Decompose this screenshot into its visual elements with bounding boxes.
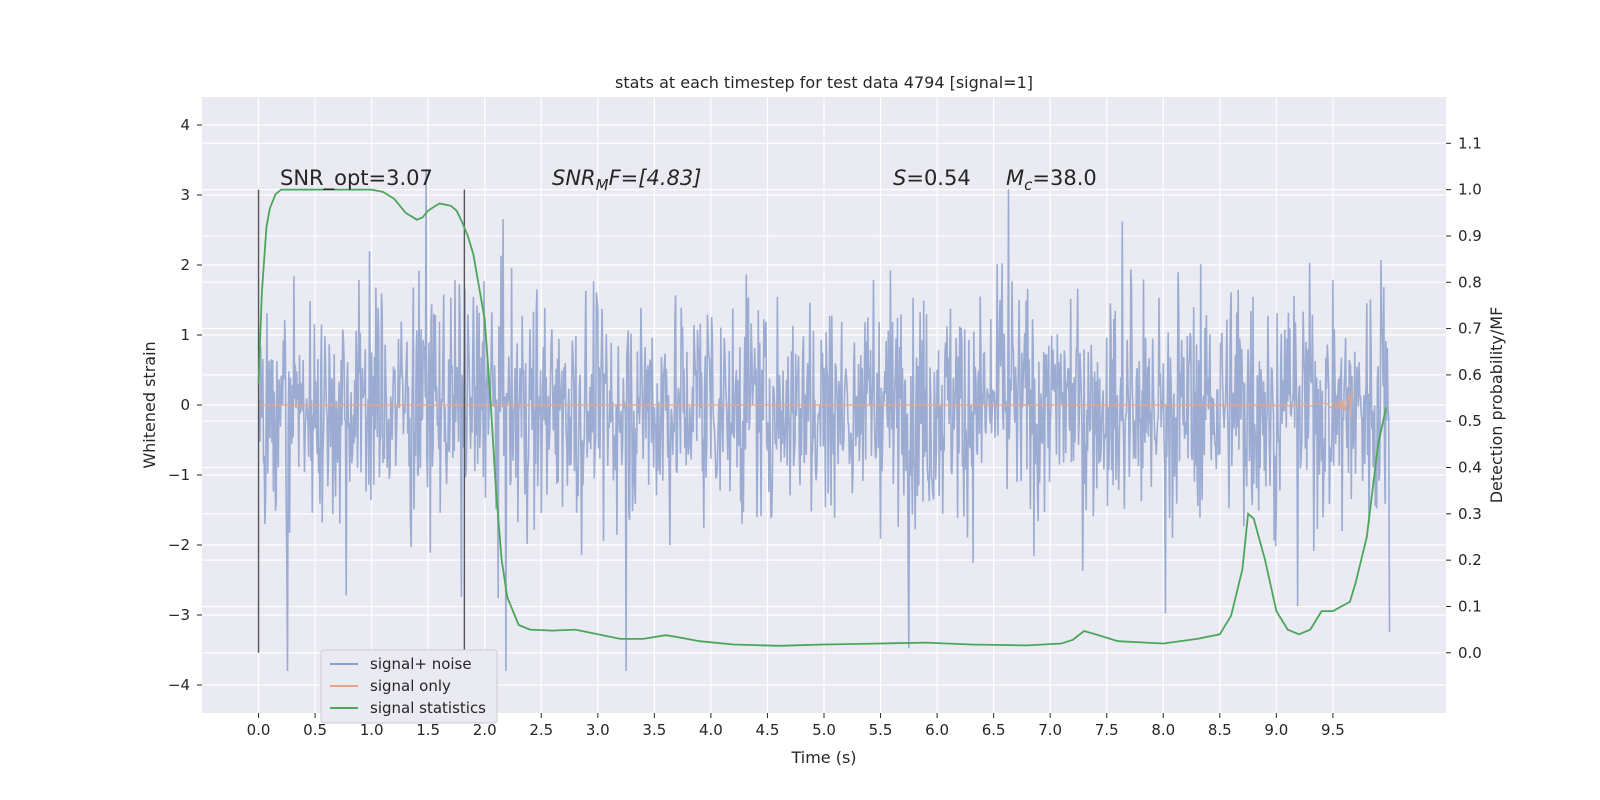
y-tick-label: 4	[180, 116, 190, 134]
y-tick-label: −1	[168, 466, 190, 484]
x-tick-label: 7.0	[1038, 721, 1062, 739]
y2-tick-label: 0.5	[1458, 412, 1482, 430]
y2-tick-label: 0.2	[1458, 551, 1482, 569]
legend-label-signal-only: signal only	[370, 677, 451, 695]
x-tick-label: 1.5	[416, 721, 440, 739]
x-tick-label: 6.5	[982, 721, 1006, 739]
y2-tick-label: 0.4	[1458, 459, 1482, 477]
y-tick-label: −4	[168, 676, 190, 694]
mc-var: M	[1006, 166, 1024, 190]
legend: signal+ noise signal only signal statist…	[320, 649, 498, 724]
y2-tick-label: 0.9	[1458, 227, 1482, 245]
legend-label-signal-statistics: signal statistics	[370, 699, 486, 717]
x-tick-label: 1.0	[360, 721, 384, 739]
y-tick-label: 0	[180, 396, 190, 414]
x-axis-label: Time (s)	[790, 748, 856, 767]
y-tick-label: 3	[180, 186, 190, 204]
x-tick-label: 8.5	[1208, 721, 1232, 739]
y2-tick-label: 1.1	[1458, 134, 1482, 152]
y-tick-label: 2	[180, 256, 190, 274]
series-signal-noise	[257, 169, 1391, 672]
s-var: S	[893, 166, 906, 190]
snr-mf-sub: M	[596, 176, 609, 194]
ticks: 0.0 0.5 1.0 1.5 2.0 2.5 3.0 3.5 4.0 4.5 5.0 5.5 6.0 6…	[168, 116, 1482, 739]
snr-mf-var: SNR	[552, 166, 596, 190]
y2-tick-label: 0.1	[1458, 597, 1482, 615]
annotation-snr-mf: SNRMF=[4.83]	[552, 166, 701, 194]
x-tick-label: 5.5	[869, 721, 893, 739]
y2-tick-label: 0.6	[1458, 366, 1482, 384]
x-tick-label: 3.0	[586, 721, 610, 739]
x-tick-label: 3.5	[642, 721, 666, 739]
x-tick-label: 7.5	[1095, 721, 1119, 739]
x-tick-label: 4.0	[699, 721, 723, 739]
x-tick-label: 2.0	[473, 721, 497, 739]
x-tick-label: 5.0	[812, 721, 836, 739]
mc-sub: c	[1024, 176, 1033, 194]
x-tick-label: 9.0	[1264, 721, 1288, 739]
x-tick-label: 4.5	[756, 721, 780, 739]
snr-mf-rest: F=[4.83]	[609, 166, 702, 190]
x-tick-label: 2.5	[529, 721, 553, 739]
annotation-s: S=0.54	[893, 166, 971, 190]
legend-box	[320, 649, 498, 724]
y2-tick-label: 0.3	[1458, 505, 1482, 523]
x-tick-label: 8.0	[1151, 721, 1175, 739]
legend-label-signal-noise: signal+ noise	[370, 655, 472, 673]
y2-tick-label: 0.0	[1458, 644, 1482, 662]
y-tick-label: −2	[168, 536, 190, 554]
y-tick-label: −3	[168, 606, 190, 624]
series-signal-statistics	[257, 188, 1387, 647]
y2-tick-label: 0.8	[1458, 273, 1482, 291]
annotation-snr-opt: SNR_opt=3.07	[280, 166, 433, 191]
y2-tick-label: 1.0	[1458, 181, 1482, 199]
annotation-mc: Mc=38.0	[1006, 166, 1097, 194]
y-tick-label: 1	[180, 326, 190, 344]
x-tick-label: 9.5	[1321, 721, 1345, 739]
data-layer	[257, 169, 1391, 672]
y2-tick-label: 0.7	[1458, 320, 1482, 338]
x-tick-label: 0.5	[303, 721, 327, 739]
chart-title: stats at each timestep for test data 479…	[615, 73, 1033, 92]
mc-value: =38.0	[1032, 166, 1096, 190]
y2-axis-label: Detection probability/MF	[1487, 307, 1506, 504]
y-axis-label: Whitened strain	[140, 341, 159, 468]
x-tick-label: 0.0	[247, 721, 271, 739]
s-value: =0.54	[906, 166, 970, 190]
series-signal-only	[258, 389, 1353, 418]
x-tick-label: 6.0	[925, 721, 949, 739]
